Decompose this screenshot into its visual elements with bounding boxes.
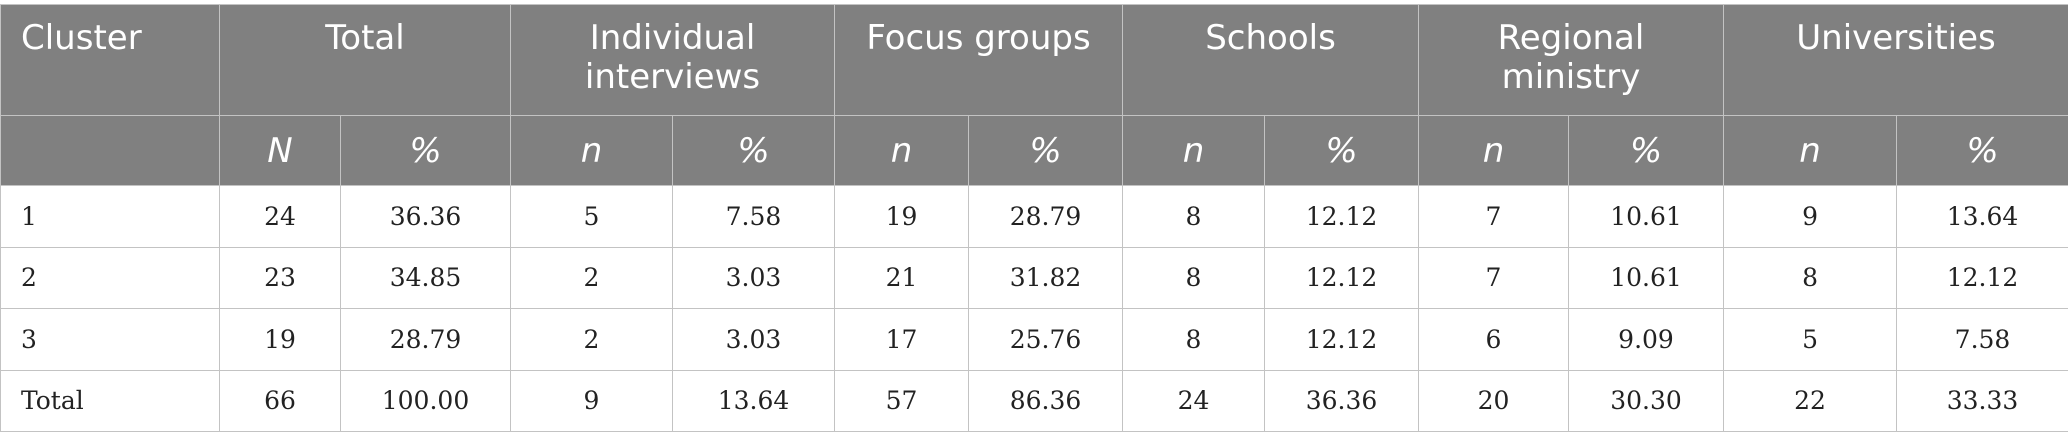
table-cell: 3.03 bbox=[672, 246, 835, 309]
table-cell: 9 bbox=[510, 369, 673, 432]
table-cell: 2 bbox=[510, 308, 673, 371]
table-cell: 12.12 bbox=[1264, 308, 1419, 371]
column-sub-header: n bbox=[834, 115, 969, 186]
table-cell: 100.00 bbox=[340, 369, 511, 432]
table-cell: 28.79 bbox=[340, 308, 511, 371]
column-group-header-universities: Universities bbox=[1723, 4, 2068, 116]
cluster-distribution-table: Cluster Total Individual interviews Focus g… bbox=[0, 4, 2068, 432]
header-sub-row: N% n% n% n% n% n% bbox=[0, 115, 2068, 186]
column-group-header-total: Total bbox=[219, 4, 511, 116]
row-label-cell: 3 bbox=[0, 308, 220, 371]
column-sub-header: % bbox=[1264, 115, 1419, 186]
table-cell: 6 bbox=[1418, 308, 1569, 371]
column-sub-header: n bbox=[1723, 115, 1898, 186]
table-cell: 24 bbox=[1122, 369, 1265, 432]
table-cell: 20 bbox=[1418, 369, 1569, 432]
column-sub-header: n bbox=[1122, 115, 1265, 186]
table-row: 3 19 28.79 2 3.03 17 25.76 8 12.12 6 9.09 5 7.58 bbox=[0, 308, 2068, 371]
table-cell: 19 bbox=[219, 308, 341, 371]
table-cell: 12.12 bbox=[1264, 185, 1419, 248]
table-body: 1 24 36.36 5 7.58 19 28.79 8 12.12 7 10.61 9 13.64 2 2… bbox=[0, 185, 2068, 432]
table-cell: 9 bbox=[1723, 185, 1898, 248]
table-cell: 8 bbox=[1122, 185, 1265, 248]
table-cell: 34.85 bbox=[340, 246, 511, 309]
table-cell: 17 bbox=[834, 308, 969, 371]
table-cell: 3.03 bbox=[672, 308, 835, 371]
table-cell: 31.82 bbox=[968, 246, 1123, 309]
table-cell: 10.61 bbox=[1567, 185, 1725, 248]
table-cell: 12.12 bbox=[1896, 246, 2068, 309]
table-cell: 9.09 bbox=[1567, 308, 1725, 371]
column-sub-header: % bbox=[1567, 115, 1725, 186]
table-cell: 36.36 bbox=[1264, 369, 1419, 432]
table-cell: 57 bbox=[834, 369, 969, 432]
table-header: Cluster Total Individual interviews Focus g… bbox=[0, 4, 2068, 186]
column-group-header-cluster: Cluster bbox=[0, 4, 220, 116]
table-cell: 24 bbox=[219, 185, 341, 248]
row-label-cell: 2 bbox=[0, 246, 220, 309]
column-sub-header: % bbox=[968, 115, 1123, 186]
table-cell: 7.58 bbox=[1896, 308, 2068, 371]
table-cell: 8 bbox=[1122, 246, 1265, 309]
table-cell: 19 bbox=[834, 185, 969, 248]
column-sub-header bbox=[0, 115, 220, 186]
table-cell: 25.76 bbox=[968, 308, 1123, 371]
table-cell: 36.36 bbox=[340, 185, 511, 248]
table-cell: 86.36 bbox=[968, 369, 1123, 432]
column-sub-header: % bbox=[340, 115, 511, 186]
column-group-header-focus-groups: Focus groups bbox=[834, 4, 1123, 116]
table-cell: 2 bbox=[510, 246, 673, 309]
table-cell: 7.58 bbox=[672, 185, 835, 248]
row-label-cell: Total bbox=[0, 369, 220, 432]
row-label-cell: 1 bbox=[0, 185, 220, 248]
table-cell: 66 bbox=[219, 369, 341, 432]
table-row: Total 66 100.00 9 13.64 57 86.36 24 36.36 20 30.30… bbox=[0, 369, 2068, 432]
table-cell: 22 bbox=[1723, 369, 1898, 432]
column-sub-header: n bbox=[510, 115, 673, 186]
column-sub-header: N bbox=[219, 115, 341, 186]
table-row: 2 23 34.85 2 3.03 21 31.82 8 12.12 7 10.61 8 12.12 bbox=[0, 246, 2068, 309]
table-cell: 8 bbox=[1723, 246, 1898, 309]
table-row: 1 24 36.36 5 7.58 19 28.79 8 12.12 7 10.61 9 13.64 bbox=[0, 185, 2068, 248]
table-cell: 21 bbox=[834, 246, 969, 309]
header-group-row: Cluster Total Individual interviews Focus g… bbox=[0, 4, 2068, 116]
column-group-header-schools: Schools bbox=[1122, 4, 1419, 116]
table-cell: 7 bbox=[1418, 246, 1569, 309]
column-sub-header: % bbox=[672, 115, 835, 186]
table-cell: 33.33 bbox=[1896, 369, 2068, 432]
table-cell: 13.64 bbox=[1896, 185, 2068, 248]
table-cell: 13.64 bbox=[672, 369, 835, 432]
table-cell: 5 bbox=[1723, 308, 1898, 371]
table-cell: 28.79 bbox=[968, 185, 1123, 248]
table-cell: 7 bbox=[1418, 185, 1569, 248]
column-group-header-regional-ministry: Regional ministry bbox=[1417, 4, 1725, 116]
table-cell: 10.61 bbox=[1567, 246, 1725, 309]
column-sub-header: % bbox=[1896, 115, 2068, 186]
table-cell: 8 bbox=[1122, 308, 1265, 371]
table-cell: 12.12 bbox=[1264, 246, 1419, 309]
table-cell: 23 bbox=[219, 246, 341, 309]
column-sub-header: n bbox=[1418, 115, 1569, 186]
table-cell: 30.30 bbox=[1567, 369, 1725, 432]
table-cell: 5 bbox=[510, 185, 673, 248]
column-group-header-individual-interviews: Individual interviews bbox=[510, 4, 835, 116]
